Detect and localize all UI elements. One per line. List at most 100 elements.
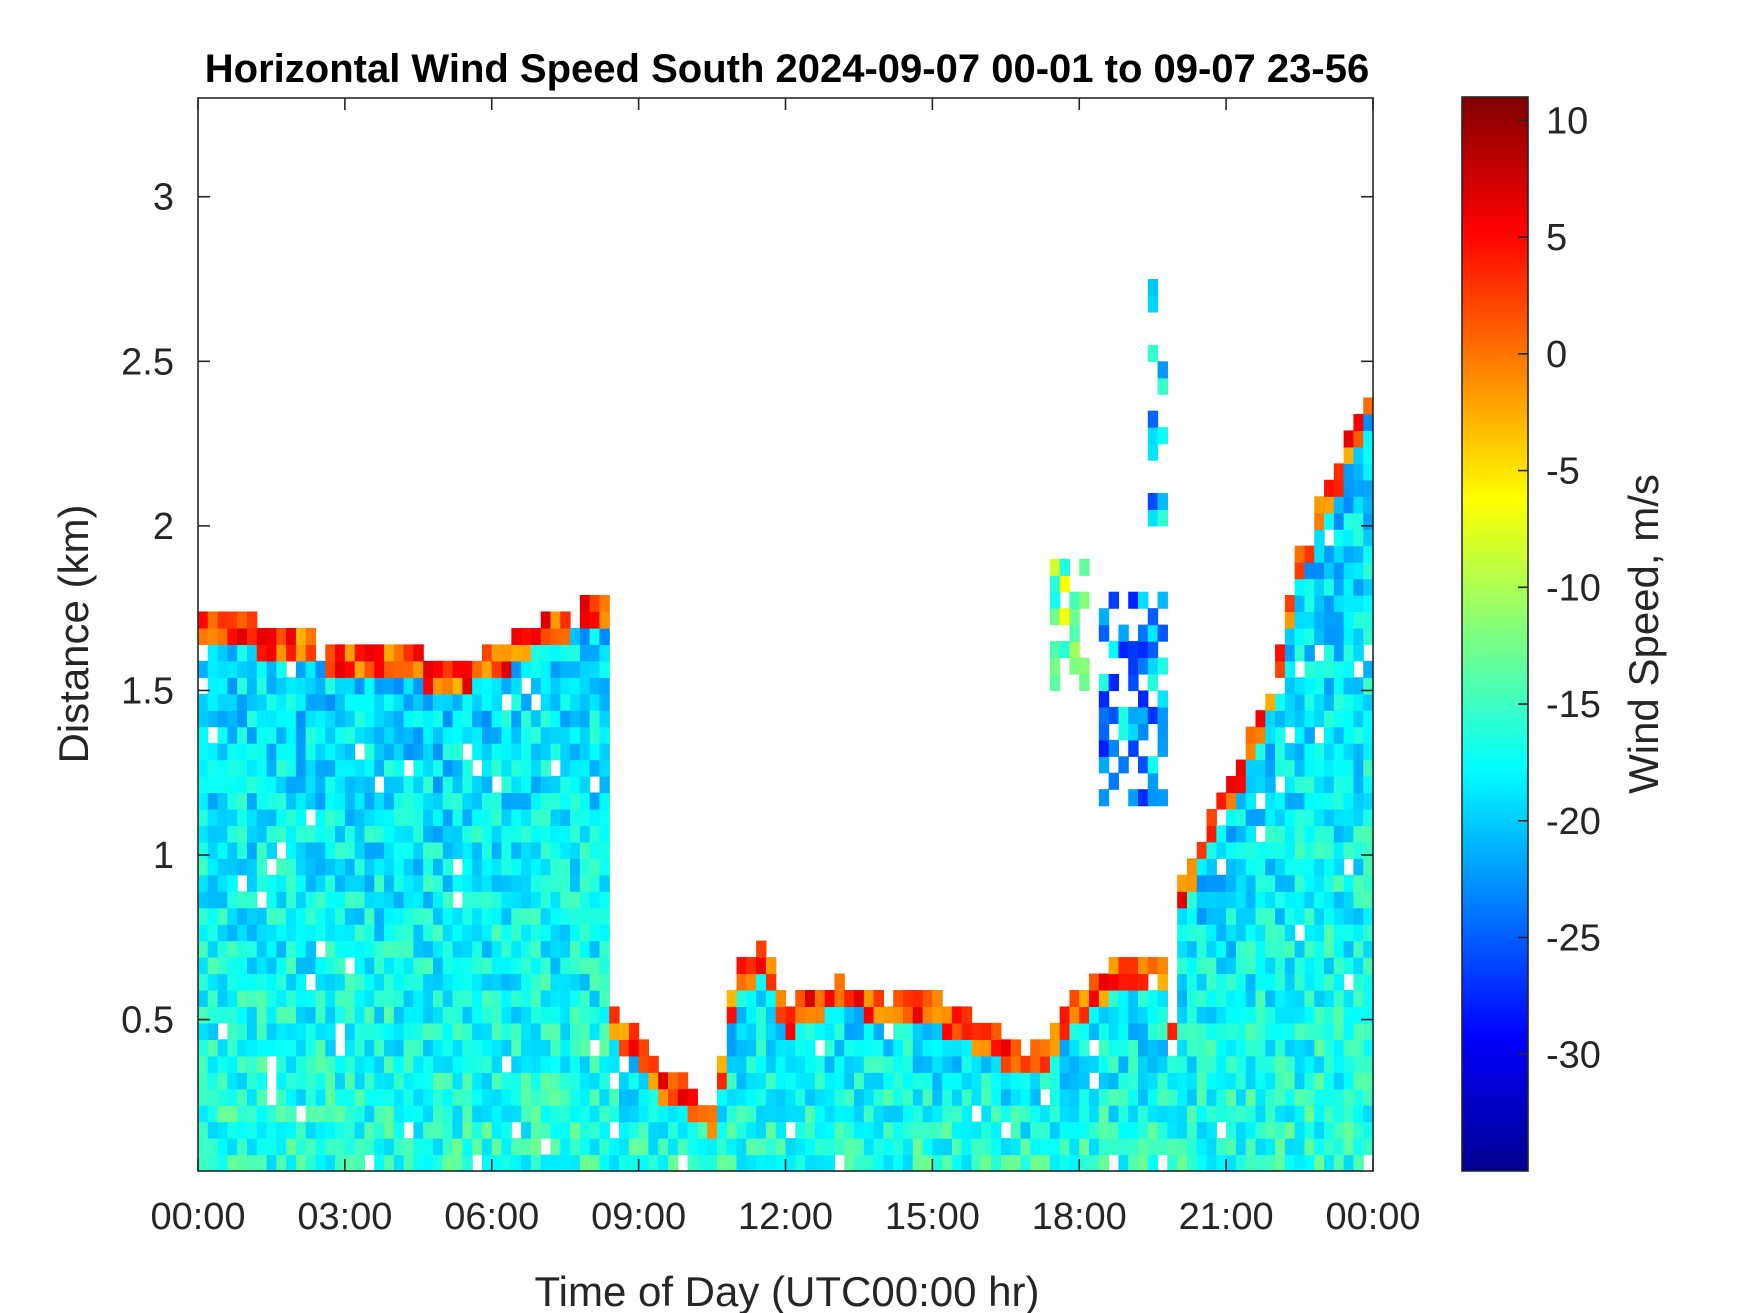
heatmap-cell <box>873 1088 885 1106</box>
heatmap-cell <box>511 924 522 942</box>
heatmap-cell <box>315 759 326 777</box>
heatmap-cell <box>276 973 287 991</box>
heatmap-cell <box>198 660 209 678</box>
heatmap-cell <box>325 1006 336 1024</box>
heatmap-cell <box>540 940 552 958</box>
heatmap-cell <box>423 1088 434 1106</box>
heatmap-cell <box>423 1121 434 1139</box>
heatmap-cell <box>344 825 356 843</box>
heatmap-cell <box>570 808 581 826</box>
heatmap-cell <box>315 973 326 991</box>
heatmap-cell <box>491 891 503 909</box>
heatmap-cell <box>1343 776 1355 794</box>
heatmap-cell <box>1353 677 1364 695</box>
heatmap-cell <box>1226 1105 1237 1123</box>
heatmap-cell <box>246 710 258 728</box>
heatmap-cell <box>433 924 444 942</box>
heatmap-cell <box>1245 808 1257 826</box>
x-axis-ticks: 00:00 03:00 06:00 09:00 12:00 15:00 18:00 21:00… <box>150 98 1421 1238</box>
heatmap-cell <box>873 1105 885 1123</box>
heatmap-cell <box>1235 858 1247 876</box>
heatmap-cell <box>677 1121 689 1139</box>
heatmap-cell <box>1089 1105 1100 1123</box>
heatmap-cell <box>579 841 591 859</box>
heatmap-cell <box>462 1039 473 1057</box>
heatmap-cell <box>893 1138 904 1156</box>
heatmap-cell <box>579 808 591 826</box>
heatmap-cell <box>237 611 248 629</box>
heatmap-cell <box>1353 1039 1364 1057</box>
heatmap-cell <box>1226 1154 1237 1172</box>
heatmap-cell <box>1118 706 1129 724</box>
heatmap-cell <box>246 1022 258 1040</box>
heatmap-cell <box>1098 1105 1110 1123</box>
heatmap-cell <box>481 1022 493 1040</box>
heatmap-cell <box>922 1121 933 1139</box>
y-tick-label: 3 <box>153 177 174 219</box>
heatmap-cell <box>550 874 561 892</box>
heatmap-cell <box>1265 1072 1276 1090</box>
heatmap-cell <box>1206 1154 1217 1172</box>
heatmap-cell <box>1196 1088 1208 1106</box>
heatmap-cell <box>286 940 297 958</box>
heatmap-cell <box>266 776 277 794</box>
heatmap-cell <box>1147 706 1159 724</box>
heatmap-cell <box>1177 1039 1188 1057</box>
heatmap-cell <box>325 907 336 925</box>
heatmap-cell <box>384 891 395 909</box>
heatmap-cell <box>354 841 366 859</box>
heatmap-cell <box>217 858 228 876</box>
heatmap-cell <box>570 677 581 695</box>
heatmap-cell <box>893 1121 904 1139</box>
heatmap-cell <box>295 792 307 810</box>
heatmap-cell <box>217 776 228 794</box>
heatmap-cell <box>1235 1121 1247 1139</box>
heatmap-cell <box>354 1154 366 1172</box>
heatmap-cell <box>1275 1006 1286 1024</box>
heatmap-cell <box>325 891 336 909</box>
heatmap-cell <box>1343 677 1355 695</box>
heatmap-cell <box>462 776 473 794</box>
heatmap-cell <box>668 1121 679 1139</box>
heatmap-cell <box>1138 756 1149 774</box>
heatmap-cell <box>393 1022 405 1040</box>
heatmap-cell <box>1118 1105 1129 1123</box>
heatmap-cell <box>501 924 512 942</box>
heatmap-cell <box>1030 1121 1041 1139</box>
heatmap-cell <box>981 1138 992 1156</box>
heatmap-cell <box>364 1138 375 1156</box>
y-tick-label: 1.5 <box>121 670 174 712</box>
heatmap-cell <box>932 1088 943 1106</box>
heatmap-cell <box>746 1154 757 1172</box>
heatmap-cell <box>295 644 307 662</box>
heatmap-cell <box>922 1138 933 1156</box>
heatmap-cell <box>893 1055 904 1073</box>
heatmap-cell <box>433 973 444 991</box>
heatmap-cell <box>1079 591 1090 609</box>
heatmap-cell <box>335 989 346 1008</box>
heatmap-cell <box>315 1105 326 1123</box>
heatmap-cell <box>491 1006 503 1024</box>
heatmap-cell <box>1294 1055 1306 1073</box>
heatmap-cell <box>579 924 591 942</box>
heatmap-cell <box>276 940 287 958</box>
heatmap-cell <box>932 1105 943 1123</box>
heatmap-cell <box>325 1154 336 1172</box>
heatmap-cell <box>756 1154 767 1172</box>
heatmap-cell <box>472 792 483 810</box>
heatmap-cell <box>1245 841 1257 859</box>
heatmap-cell <box>1284 825 1296 843</box>
heatmap-cell <box>472 710 483 728</box>
heatmap-cell <box>315 1039 326 1057</box>
heatmap-cell <box>335 1138 346 1156</box>
heatmap-cell <box>1059 1039 1071 1057</box>
heatmap-cell <box>991 1154 1002 1172</box>
heatmap-cell <box>540 1121 552 1139</box>
heatmap-cell <box>677 1105 689 1123</box>
heatmap-cell <box>511 1154 522 1172</box>
heatmap-cell <box>628 1072 640 1090</box>
heatmap-cell <box>1314 1105 1325 1123</box>
heatmap-cell <box>716 1105 728 1123</box>
heatmap-cell <box>256 924 268 942</box>
heatmap-cell <box>530 644 542 662</box>
